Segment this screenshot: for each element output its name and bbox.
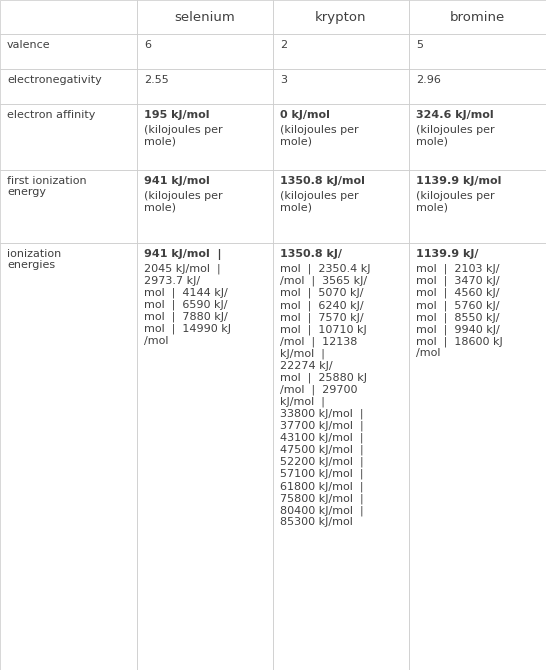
Text: 6: 6 bbox=[144, 40, 151, 50]
Text: 2: 2 bbox=[280, 40, 287, 50]
Text: (kilojoules per
mole): (kilojoules per mole) bbox=[280, 191, 359, 212]
Text: 2.55: 2.55 bbox=[144, 75, 169, 85]
Bar bbox=[409, 104, 546, 170]
Text: 1139.9 kJ/: 1139.9 kJ/ bbox=[416, 249, 478, 259]
Bar bbox=[137, 0, 273, 34]
Text: 2.96: 2.96 bbox=[416, 75, 441, 85]
Bar bbox=[0, 170, 137, 243]
Text: 2045 kJ/mol  |
2973.7 kJ/
mol  |  4144 kJ/
mol  |  6590 kJ/
mol  |  7880 kJ/
mol: 2045 kJ/mol | 2973.7 kJ/ mol | 4144 kJ/ … bbox=[144, 264, 231, 346]
Bar bbox=[273, 243, 409, 670]
Text: (kilojoules per
mole): (kilojoules per mole) bbox=[416, 191, 495, 212]
Text: bromine: bromine bbox=[450, 11, 505, 23]
Text: 3: 3 bbox=[280, 75, 287, 85]
Text: 1350.8 kJ/mol: 1350.8 kJ/mol bbox=[280, 176, 365, 186]
Bar bbox=[137, 243, 273, 670]
Bar bbox=[273, 34, 409, 69]
Bar bbox=[409, 243, 546, 670]
Bar bbox=[0, 69, 137, 104]
Text: electron affinity: electron affinity bbox=[7, 110, 96, 120]
Text: 195 kJ/mol: 195 kJ/mol bbox=[144, 110, 210, 120]
Bar bbox=[409, 170, 546, 243]
Bar bbox=[0, 104, 137, 170]
Text: 941 kJ/mol: 941 kJ/mol bbox=[144, 176, 210, 186]
Bar bbox=[409, 34, 546, 69]
Text: first ionization
energy: first ionization energy bbox=[7, 176, 87, 197]
Text: mol  |  2350.4 kJ
/mol  |  3565 kJ/
mol  |  5070 kJ/
mol  |  6240 kJ/
mol  |  75: mol | 2350.4 kJ /mol | 3565 kJ/ mol | 50… bbox=[280, 264, 371, 527]
Bar bbox=[137, 69, 273, 104]
Text: krypton: krypton bbox=[315, 11, 367, 23]
Text: 0 kJ/mol: 0 kJ/mol bbox=[280, 110, 330, 120]
Text: selenium: selenium bbox=[175, 11, 235, 23]
Bar bbox=[0, 0, 137, 34]
Text: (kilojoules per
mole): (kilojoules per mole) bbox=[416, 125, 495, 147]
Text: (kilojoules per
mole): (kilojoules per mole) bbox=[280, 125, 359, 147]
Text: ionization
energies: ionization energies bbox=[7, 249, 61, 270]
Text: 941 kJ/mol  |: 941 kJ/mol | bbox=[144, 249, 222, 260]
Bar bbox=[409, 0, 546, 34]
Text: 1139.9 kJ/mol: 1139.9 kJ/mol bbox=[416, 176, 501, 186]
Bar bbox=[273, 170, 409, 243]
Text: electronegativity: electronegativity bbox=[7, 75, 102, 85]
Text: mol  |  2103 kJ/
mol  |  3470 kJ/
mol  |  4560 kJ/
mol  |  5760 kJ/
mol  |  8550: mol | 2103 kJ/ mol | 3470 kJ/ mol | 4560… bbox=[416, 264, 503, 358]
Text: 324.6 kJ/mol: 324.6 kJ/mol bbox=[416, 110, 494, 120]
Bar bbox=[273, 104, 409, 170]
Bar bbox=[273, 69, 409, 104]
Bar bbox=[409, 69, 546, 104]
Text: (kilojoules per
mole): (kilojoules per mole) bbox=[144, 125, 223, 147]
Bar bbox=[273, 0, 409, 34]
Bar bbox=[0, 34, 137, 69]
Bar bbox=[137, 104, 273, 170]
Text: valence: valence bbox=[7, 40, 51, 50]
Text: 5: 5 bbox=[416, 40, 423, 50]
Text: 1350.8 kJ/: 1350.8 kJ/ bbox=[280, 249, 342, 259]
Bar bbox=[0, 243, 137, 670]
Text: (kilojoules per
mole): (kilojoules per mole) bbox=[144, 191, 223, 212]
Bar bbox=[137, 170, 273, 243]
Bar bbox=[137, 34, 273, 69]
